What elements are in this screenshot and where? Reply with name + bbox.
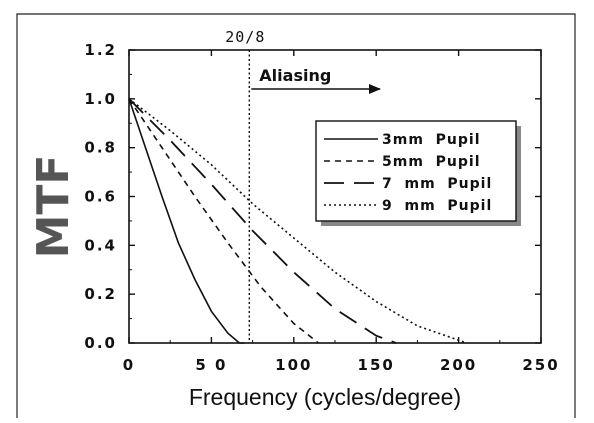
- x-axis-title: Frequency (cycles/degree): [189, 384, 461, 410]
- x-tick-label: 200: [440, 356, 477, 374]
- x-tick-label: 5 0: [195, 356, 227, 374]
- x-tick-label: 0: [123, 356, 135, 374]
- x-tick-label: 250: [522, 356, 559, 374]
- y-tick-label: 0.8: [84, 139, 117, 157]
- series-line-2: [128, 98, 319, 344]
- y-tick-label: 0.0: [84, 334, 117, 352]
- legend-label-1: 3mm Pupil: [382, 132, 481, 148]
- y-axis-title: MTF: [28, 155, 79, 259]
- aliasing-label: Aliasing: [259, 66, 331, 85]
- series-line-4: [128, 98, 468, 344]
- y-tick-label: 0.4: [84, 236, 117, 254]
- y-tick-label: 1.0: [84, 90, 117, 108]
- series-line-1: [128, 98, 245, 344]
- x-tick-label: 150: [358, 356, 395, 374]
- y-tick-label: 1.2: [84, 41, 117, 59]
- series-line-3: [128, 98, 397, 344]
- y-tick-label: 0.2: [84, 285, 117, 303]
- y-tick-label: 0.6: [84, 188, 117, 206]
- acuity-limit-label: 20/8: [225, 28, 265, 46]
- legend-label-2: 5mm Pupil: [382, 154, 481, 170]
- legend-label-4: 9 mm Pupil: [382, 198, 492, 214]
- plot-layer: 0.00.20.40.60.81.01.20 5 0 100 150 200 250Fre…: [16, 13, 576, 418]
- legend-label-3: 7 mm Pupil: [382, 176, 492, 192]
- x-tick-label: 100: [275, 356, 312, 374]
- figure-border: [16, 13, 576, 418]
